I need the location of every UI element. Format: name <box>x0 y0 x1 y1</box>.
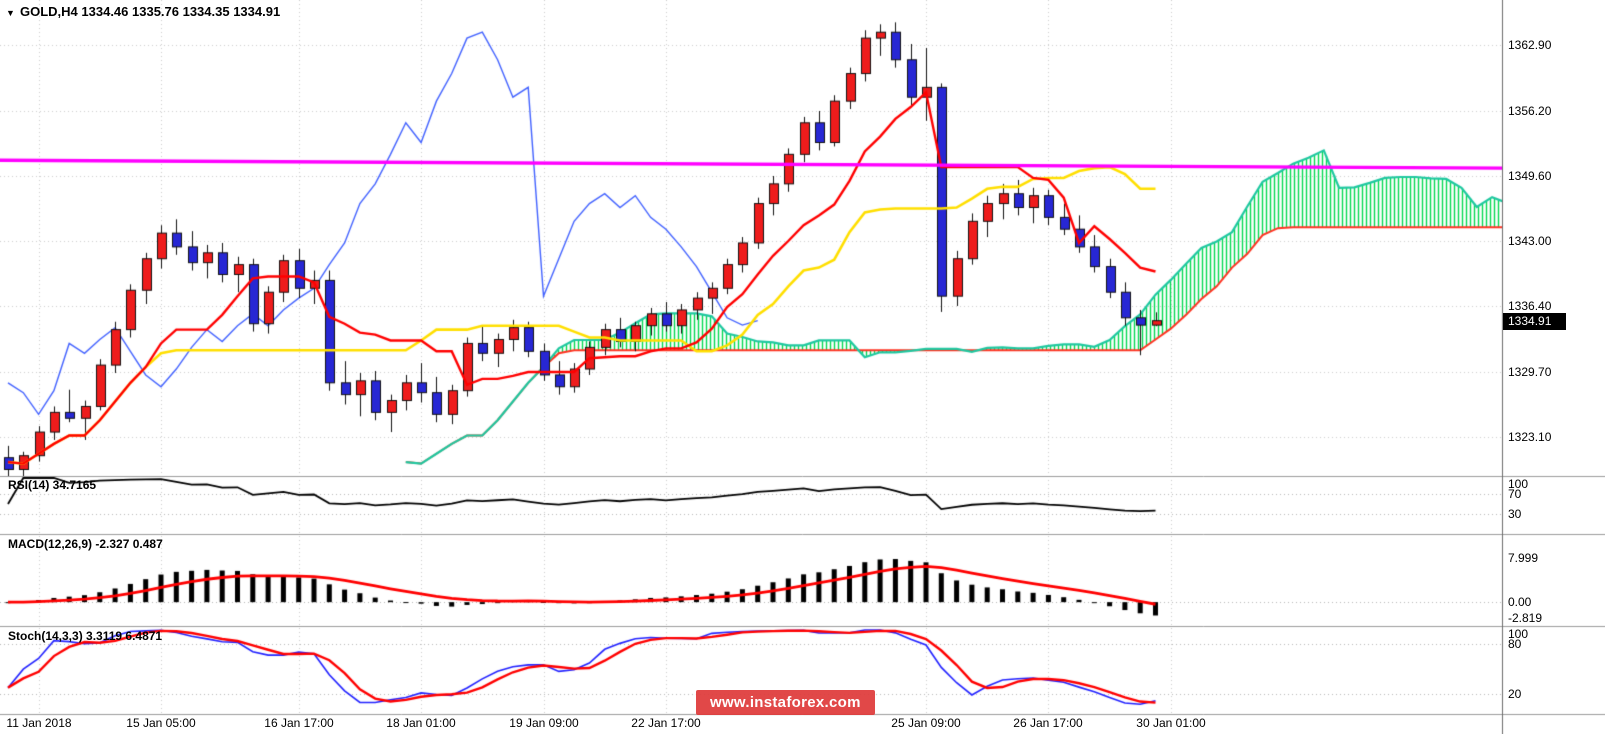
price-axis-label: 1349.60 <box>1508 169 1552 183</box>
macd-scale-label: 7.999 <box>1508 551 1539 565</box>
price-axis-label: 1329.70 <box>1508 365 1552 379</box>
price-axis-label: 1323.10 <box>1508 430 1552 444</box>
price-axis-label: 1343.00 <box>1508 234 1552 248</box>
stoch-scale-label: 80 <box>1508 637 1522 651</box>
time-axis-label: 18 Jan 01:00 <box>386 716 456 730</box>
symbol-dropdown-icon[interactable]: ▼ <box>6 8 15 18</box>
stoch-scale-label: 20 <box>1508 687 1522 701</box>
price-axis-label: 1362.90 <box>1508 38 1552 52</box>
rsi-scale-label: 100 <box>1508 477 1529 491</box>
stoch-scale-label: 100 <box>1508 627 1529 641</box>
time-axis-label: 15 Jan 05:00 <box>126 716 196 730</box>
price-axis-label: 1336.40 <box>1508 299 1552 313</box>
time-axis-label: 25 Jan 09:00 <box>891 716 961 730</box>
macd-scale-label: -2.819 <box>1508 611 1543 625</box>
time-axis-label: 16 Jan 17:00 <box>264 716 334 730</box>
stoch-indicator-label: Stoch(14,3,3) 3.3119 6.4871 <box>8 629 163 643</box>
time-axis-label: 19 Jan 09:00 <box>509 716 579 730</box>
price-axis-label: 1356.20 <box>1508 104 1552 118</box>
rsi-scale-label: 70 <box>1508 487 1522 501</box>
time-axis-label: 30 Jan 01:00 <box>1136 716 1206 730</box>
macd-indicator-label: MACD(12,26,9) -2.327 0.487 <box>8 537 163 551</box>
chart-title: GOLD,H4 1334.46 1335.76 1334.35 1334.91 <box>20 4 281 19</box>
rsi-indicator-label: RSI(14) 34.7165 <box>8 478 97 492</box>
current-price-badge: 1334.91 <box>1503 313 1566 330</box>
time-axis-label: 22 Jan 17:00 <box>631 716 701 730</box>
macd-scale-label: 0.00 <box>1508 595 1532 609</box>
instaforex-watermark: www.instaforex.com <box>696 690 875 715</box>
time-axis-label: 26 Jan 17:00 <box>1013 716 1083 730</box>
time-axis-label: 11 Jan 2018 <box>6 716 72 730</box>
rsi-scale-label: 30 <box>1508 507 1522 521</box>
